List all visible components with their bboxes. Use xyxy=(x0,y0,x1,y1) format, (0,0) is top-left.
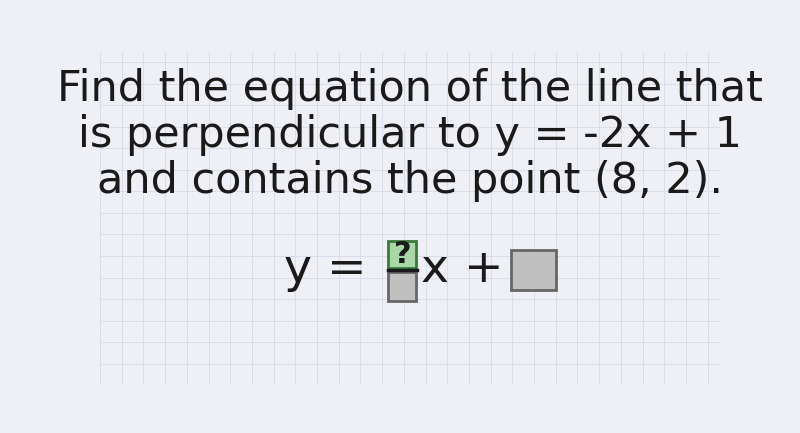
Text: ?: ? xyxy=(394,240,411,269)
FancyBboxPatch shape xyxy=(510,250,556,290)
Text: x +: x + xyxy=(421,247,518,292)
FancyBboxPatch shape xyxy=(388,272,416,301)
Text: is perpendicular to y = -2x + 1: is perpendicular to y = -2x + 1 xyxy=(78,114,742,156)
Text: and contains the point (8, 2).: and contains the point (8, 2). xyxy=(97,160,723,202)
FancyBboxPatch shape xyxy=(388,241,416,268)
Text: Find the equation of the line that: Find the equation of the line that xyxy=(57,68,763,110)
Text: y =: y = xyxy=(284,247,382,292)
